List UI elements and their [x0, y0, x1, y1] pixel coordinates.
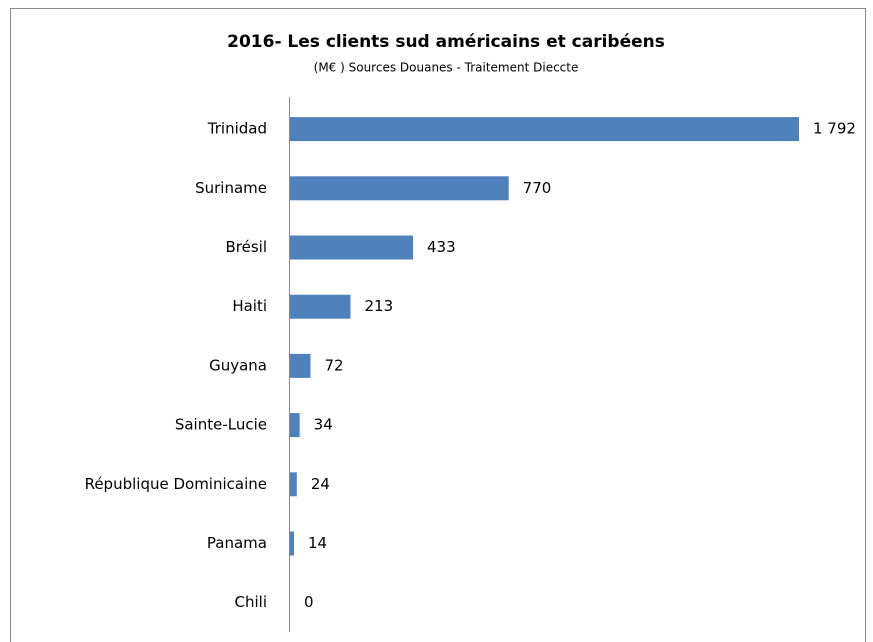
- data-label: 34: [314, 416, 333, 434]
- data-label: 72: [324, 356, 343, 374]
- data-label: 1 792: [813, 120, 856, 138]
- bar: [290, 413, 300, 438]
- y-tick-label: Guyana: [209, 356, 267, 374]
- data-label: 14: [308, 534, 327, 552]
- bar: [290, 235, 413, 260]
- y-tick-label: Haiti: [232, 297, 267, 315]
- data-label: 433: [427, 238, 456, 256]
- data-label: 0: [304, 593, 314, 611]
- y-tick-label: Trinidad: [207, 120, 267, 138]
- data-label: 770: [523, 179, 552, 197]
- chart-title: 2016- Les clients sud américains et cari…: [227, 32, 665, 52]
- data-label: 213: [365, 297, 394, 315]
- y-tick-label: Panama: [207, 534, 267, 552]
- bar: [290, 117, 799, 142]
- bar: [290, 472, 297, 497]
- bar: [290, 531, 294, 556]
- y-tick-label: Suriname: [195, 179, 267, 197]
- y-tick-label: Chili: [235, 593, 267, 611]
- bar: [290, 353, 311, 378]
- bar: [290, 176, 509, 201]
- y-tick-label: Sainte-Lucie: [175, 416, 267, 434]
- data-label: 24: [311, 475, 330, 493]
- bar: [290, 294, 351, 319]
- chart-subtitle: (M€ ) Sources Douanes - Traitement Diecc…: [314, 61, 579, 75]
- y-tick-label: République Dominicaine: [85, 475, 267, 493]
- y-tick-label: Brésil: [225, 238, 267, 256]
- chart-frame: [10, 8, 866, 642]
